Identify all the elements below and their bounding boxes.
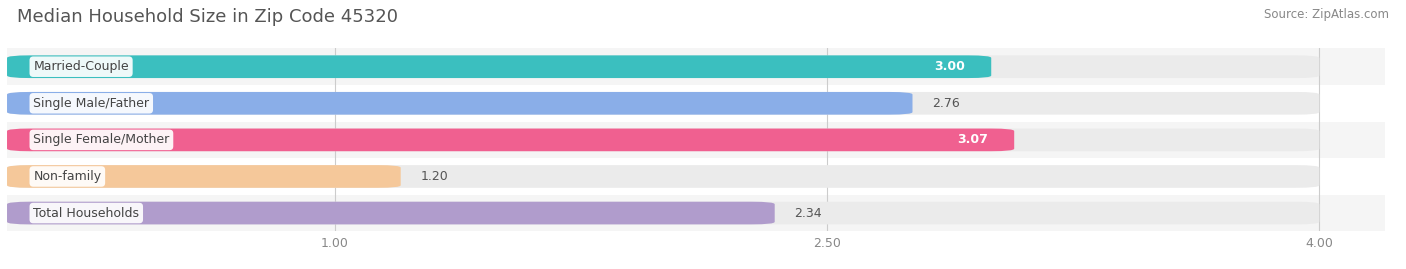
Text: Total Households: Total Households xyxy=(34,207,139,220)
Text: 1.20: 1.20 xyxy=(420,170,449,183)
FancyBboxPatch shape xyxy=(7,165,401,188)
Bar xyxy=(7,48,1385,85)
FancyBboxPatch shape xyxy=(7,55,991,78)
FancyBboxPatch shape xyxy=(7,55,1319,78)
Text: 2.34: 2.34 xyxy=(794,207,823,220)
Text: 3.07: 3.07 xyxy=(957,133,988,146)
FancyBboxPatch shape xyxy=(7,129,1014,151)
Text: 3.00: 3.00 xyxy=(934,60,965,73)
Text: Non-family: Non-family xyxy=(34,170,101,183)
Text: Single Female/Mother: Single Female/Mother xyxy=(34,133,170,146)
FancyBboxPatch shape xyxy=(7,165,1319,188)
Text: Single Male/Father: Single Male/Father xyxy=(34,97,149,110)
Text: Married-Couple: Married-Couple xyxy=(34,60,129,73)
FancyBboxPatch shape xyxy=(7,202,1319,224)
Bar xyxy=(7,158,1385,195)
Bar xyxy=(7,122,1385,158)
FancyBboxPatch shape xyxy=(7,129,1319,151)
Text: Median Household Size in Zip Code 45320: Median Household Size in Zip Code 45320 xyxy=(17,8,398,26)
Text: Source: ZipAtlas.com: Source: ZipAtlas.com xyxy=(1264,8,1389,21)
FancyBboxPatch shape xyxy=(7,92,1319,115)
Bar xyxy=(7,85,1385,122)
Bar xyxy=(7,195,1385,231)
FancyBboxPatch shape xyxy=(7,92,912,115)
Text: 2.76: 2.76 xyxy=(932,97,960,110)
FancyBboxPatch shape xyxy=(7,202,775,224)
